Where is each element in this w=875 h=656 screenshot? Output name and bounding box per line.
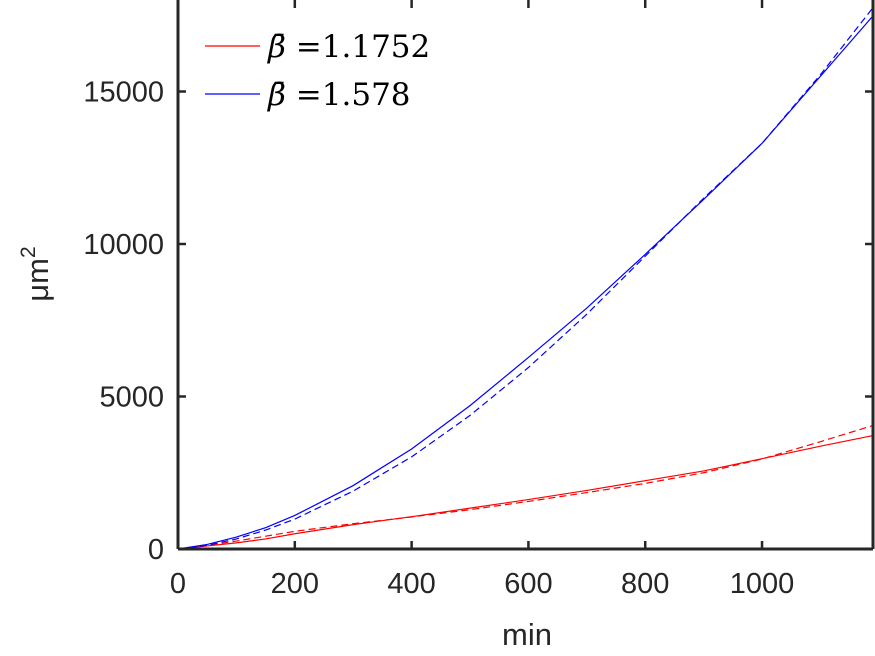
x-axis-ticks: 0 200 400 600 800 1000 [170,0,794,600]
series-4-dashed-line [177,7,874,550]
x-tick-label-1: 200 [271,568,319,600]
legend-entry-2-value: 1.578 [322,77,411,113]
y-tick-label-1: 5000 [99,382,164,414]
legend-entry-2-prefix: β̄ = [267,77,322,113]
y-tick-label-2: 10000 [83,229,164,261]
x-axis-label: min [502,617,552,652]
y-axis-label-base: μm [20,258,55,302]
legend-entry-1: β̄ =1.1752 [267,29,430,65]
legend-entry-2: β̄ =1.578 [267,77,411,113]
y-axis-label-superscript: 2 [17,246,40,258]
x-tick-label-2: 400 [387,568,435,600]
series-2-dashed-line [177,424,874,550]
x-tick-label-5: 1000 [730,568,795,600]
y-tick-label-0: 0 [148,534,164,566]
y-axis-label: μm2 [17,246,55,301]
legend: β̄ =1.1752 β̄ =1.578 [205,29,430,113]
series-layer [177,7,874,550]
series-1-solid-line [177,434,874,550]
legend-entry-1-value: 1.1752 [322,29,430,65]
x-tick-label-0: 0 [170,568,186,600]
plot-frame [176,0,875,551]
x-tick-label-3: 600 [504,568,552,600]
legend-entry-1-prefix: β̄ = [267,29,322,65]
y-axis-ticks: 0 5000 10000 15000 [83,77,873,566]
y-tick-label-3: 15000 [83,77,164,109]
plot-area [178,0,873,549]
x-tick-label-4: 800 [621,568,669,600]
